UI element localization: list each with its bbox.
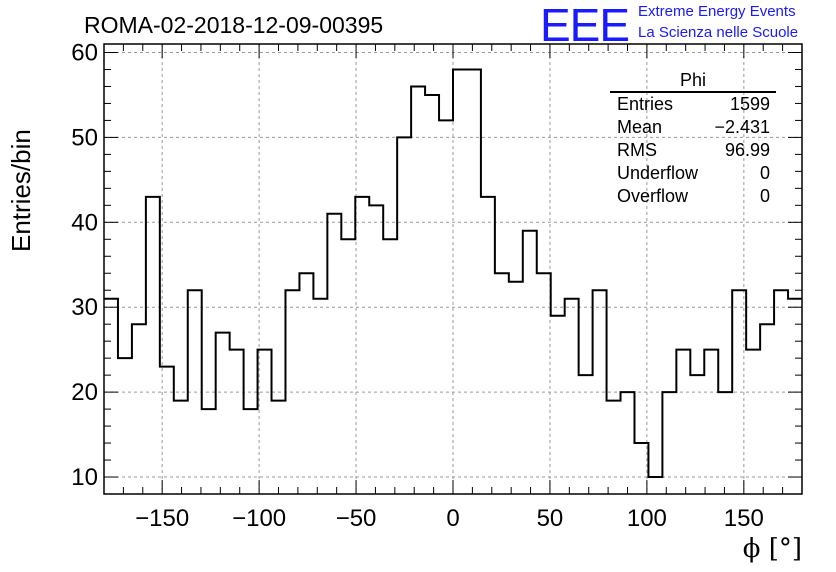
x-tick-label: 0 — [446, 505, 459, 532]
histogram-bin — [369, 205, 383, 494]
y-tick-label: 50 — [71, 124, 98, 151]
histogram-bin — [718, 392, 732, 494]
histogram-bin — [509, 282, 523, 494]
x-tick-label: −50 — [336, 505, 377, 532]
histogram-bin — [104, 299, 118, 494]
histogram-bin — [146, 197, 160, 494]
y-tick-label: 40 — [71, 209, 98, 236]
histogram-bin — [383, 239, 397, 494]
histogram-outline — [104, 68, 802, 479]
histogram-bin — [662, 392, 676, 494]
stats-value: 0 — [759, 186, 770, 206]
histogram-bin — [537, 273, 551, 494]
logo-line-2: La Scienza nelle Scuole — [638, 24, 799, 41]
stats-title: Phi — [610, 70, 776, 93]
histogram-bin — [690, 375, 704, 494]
stats-label: Mean — [617, 117, 663, 137]
histogram-bin — [425, 95, 439, 494]
x-tick-label: 50 — [537, 505, 564, 532]
histogram-bins — [104, 68, 802, 494]
stats-row-mean: Mean −2.431 — [612, 116, 776, 139]
y-tick-label: 30 — [71, 294, 98, 321]
histogram-bin — [313, 299, 327, 494]
y-tick-label: 20 — [71, 379, 98, 406]
histogram-bin — [132, 324, 146, 494]
histogram-bin — [523, 231, 537, 494]
x-tick-labels: −150 −100 −50 0 50 100 150 — [135, 505, 764, 532]
histogram-bin — [327, 214, 341, 494]
histogram-bin — [467, 69, 481, 494]
histogram-bin — [746, 350, 760, 494]
stats-value: −2.431 — [714, 117, 770, 137]
histogram-bin — [118, 358, 132, 494]
histogram-bin — [299, 273, 313, 494]
eee-logo: EEE — [540, 0, 630, 51]
histogram-bin — [272, 401, 286, 494]
y-tick-label: 10 — [71, 464, 98, 491]
histogram-bin — [355, 197, 369, 494]
histogram-bin — [634, 443, 648, 494]
y-axis-label: Entries/bin — [6, 129, 36, 252]
x-tick-label: 100 — [627, 505, 667, 532]
histogram-bin — [788, 299, 802, 494]
histogram-bin — [258, 350, 272, 494]
histogram-bin — [202, 409, 216, 494]
stats-label: Overflow — [617, 186, 689, 206]
histogram-bin — [411, 86, 425, 494]
logo-line-1: Extreme Energy Events — [638, 3, 796, 20]
histogram-bin — [704, 350, 718, 494]
stats-row-rms: RMS 96.99 — [612, 139, 776, 162]
stats-label: Entries — [617, 94, 674, 114]
x-axis-label: ϕ [°] — [742, 534, 802, 564]
stats-box: Phi Entries 1599 Mean −2.431 RMS 96.99 U… — [610, 70, 776, 208]
x-tick-label: 150 — [724, 505, 764, 532]
histogram-bin — [174, 401, 188, 494]
stats-value: 96.99 — [724, 140, 770, 160]
y-tick-label: 60 — [71, 39, 98, 66]
histogram-bin — [230, 350, 244, 494]
histogram-bin — [676, 350, 690, 494]
histogram-bin — [216, 333, 230, 494]
stats-row-entries: Entries 1599 — [612, 93, 776, 116]
histogram-bin — [760, 324, 774, 494]
histogram-bin — [244, 409, 258, 494]
stats-value: 1599 — [729, 94, 770, 114]
stats-row-overflow: Overflow 0 — [612, 185, 776, 208]
histogram-bin — [551, 316, 565, 494]
histogram-bin — [453, 69, 467, 494]
histogram-bin — [621, 392, 635, 494]
histogram-bin — [495, 273, 509, 494]
histogram-bin — [481, 197, 495, 494]
x-tick-label: −100 — [232, 505, 286, 532]
stats-row-underflow: Underflow 0 — [612, 162, 776, 185]
stats-label: Underflow — [617, 163, 699, 183]
histogram-bin — [397, 137, 411, 494]
chart-title: ROMA-02-2018-12-09-00395 — [84, 12, 384, 38]
stats-label: RMS — [617, 140, 657, 160]
histogram-bin — [607, 401, 621, 494]
grid-lines — [104, 44, 802, 494]
histogram-bin — [565, 299, 579, 494]
y-tick-labels: 10 20 30 40 50 60 — [71, 39, 98, 491]
x-tick-label: −150 — [135, 505, 189, 532]
plot-frame — [103, 43, 803, 495]
histogram-bin — [341, 239, 355, 494]
stats-value: 0 — [759, 163, 770, 183]
histogram-bin — [648, 477, 662, 494]
histogram-bin — [579, 375, 593, 494]
